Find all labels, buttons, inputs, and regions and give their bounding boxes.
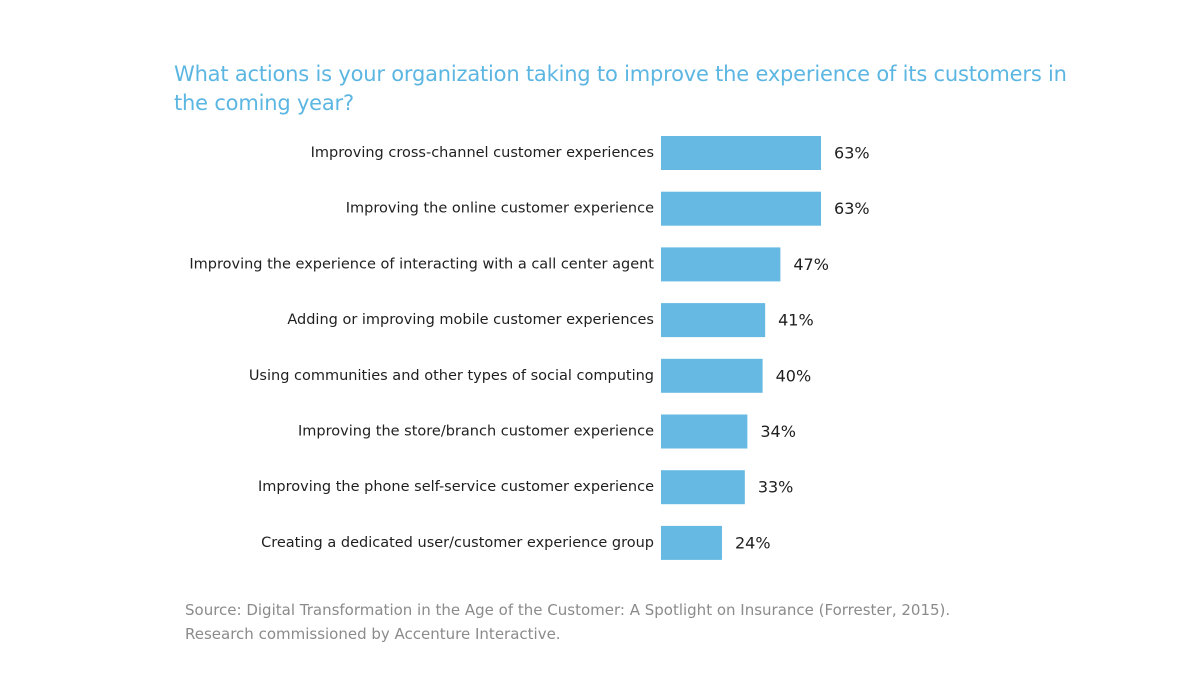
category-label: Improving the experience of interacting … bbox=[189, 256, 654, 272]
value-label: 34% bbox=[760, 422, 796, 441]
category-label: Improving cross-channel customer experie… bbox=[311, 145, 654, 161]
category-label: Improving the phone self-service custome… bbox=[258, 479, 654, 495]
bar bbox=[661, 136, 822, 170]
category-label: Improving the store/branch customer expe… bbox=[298, 424, 654, 440]
bar bbox=[661, 414, 748, 449]
bar bbox=[661, 470, 745, 505]
bar bbox=[661, 525, 722, 560]
value-label: 47% bbox=[793, 255, 829, 274]
chart-title: What actions is your organization taking… bbox=[174, 62, 1067, 115]
bar bbox=[661, 247, 781, 282]
value-label: 24% bbox=[735, 533, 771, 552]
source-line-1: Source: Digital Transformation in the Ag… bbox=[185, 601, 951, 619]
category-label: Using communities and other types of soc… bbox=[249, 368, 654, 384]
category-label: Improving the online customer experience bbox=[346, 201, 654, 217]
value-label: 63% bbox=[834, 144, 870, 163]
bar bbox=[661, 191, 822, 226]
source-note: Source: Digital Transformation in the Ag… bbox=[185, 598, 1085, 646]
bar bbox=[661, 358, 763, 393]
value-label: 41% bbox=[778, 311, 814, 330]
value-label: 40% bbox=[776, 366, 812, 385]
value-label: 33% bbox=[758, 478, 794, 497]
category-label: Creating a dedicated user/customer exper… bbox=[261, 535, 654, 551]
value-label: 63% bbox=[834, 199, 870, 218]
bar bbox=[661, 303, 766, 338]
source-line-2: Research commissioned by Accenture Inter… bbox=[185, 625, 561, 643]
category-label: Adding or improving mobile customer expe… bbox=[287, 312, 654, 328]
